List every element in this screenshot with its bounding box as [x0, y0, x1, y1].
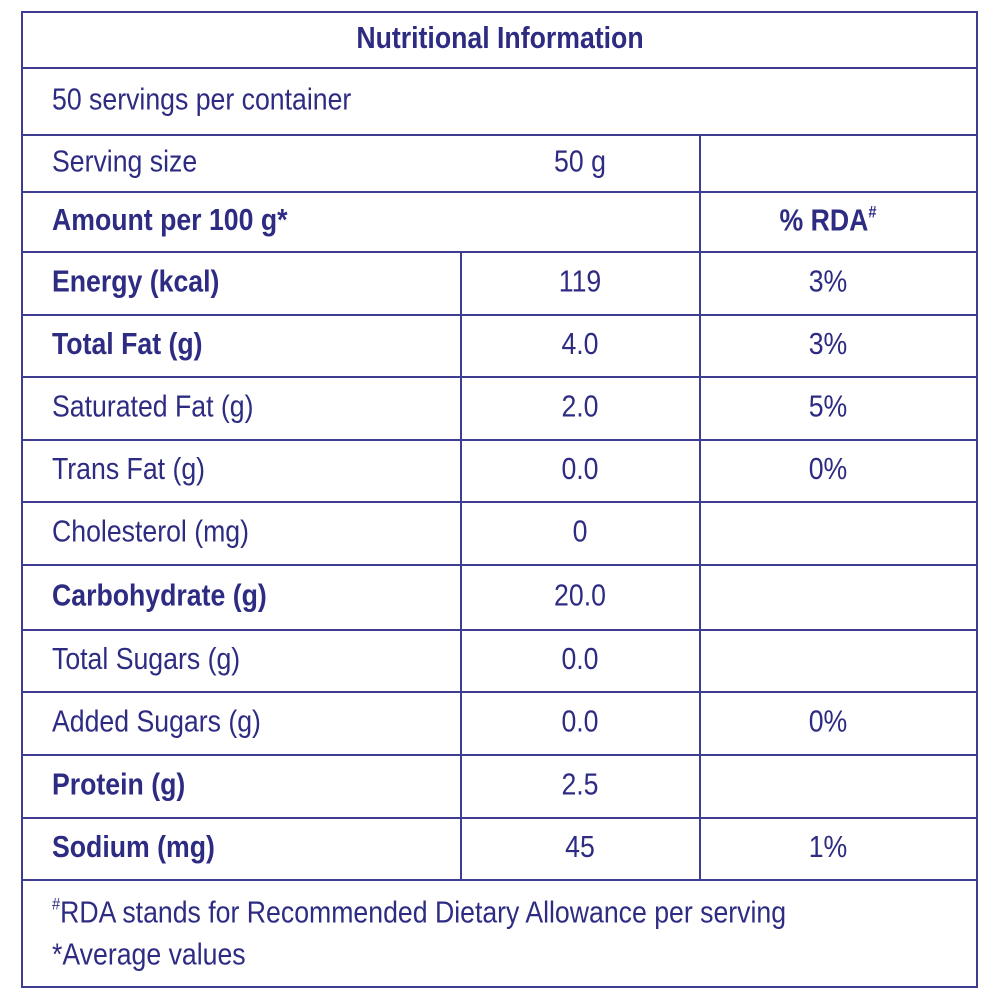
- nutrient-rda: 0%: [809, 452, 848, 486]
- nutrient-amount: 2.5: [561, 768, 598, 802]
- footnote: #RDA stands for Recommended Dietary Allo…: [52, 895, 786, 929]
- nutrient-amount: 45: [565, 830, 595, 864]
- nutrient-amount: 20.0: [554, 579, 606, 613]
- nutrient-rda: 3%: [809, 265, 848, 299]
- nutrient-name: Carbohydrate (g): [52, 579, 267, 613]
- nutrient-rda: 3%: [809, 327, 848, 361]
- footnote-sup: #: [52, 895, 60, 913]
- nutrient-amount: 119: [559, 265, 602, 299]
- rda-header-sup: #: [868, 203, 876, 221]
- amount-header: Amount per 100 g*: [52, 203, 288, 237]
- footnote: *Average values: [52, 937, 246, 971]
- footnote-text: *Average values: [52, 937, 246, 971]
- nutrient-name: Added Sugars (g): [52, 705, 261, 739]
- rda-header-text: % RDA: [780, 203, 869, 237]
- nutrient-name: Energy (kcal): [52, 265, 219, 299]
- nutrient-name: Cholesterol (mg): [52, 515, 249, 549]
- nutrient-name: Saturated Fat (g): [52, 390, 253, 424]
- nutrient-rda: 1%: [809, 830, 848, 864]
- nutrient-name: Total Fat (g): [52, 327, 203, 361]
- label-border: [21, 11, 978, 988]
- nutrient-rda: 5%: [809, 390, 848, 424]
- serving-size-value: 50 g: [554, 145, 606, 179]
- nutrient-name: Sodium (mg): [52, 830, 215, 864]
- title: Nutritional Information: [356, 21, 643, 55]
- footnote-text: RDA stands for Recommended Dietary Allow…: [60, 895, 786, 929]
- nutrient-rda: 0%: [809, 705, 848, 739]
- nutrient-amount: 2.0: [561, 390, 598, 424]
- nutrient-name: Trans Fat (g): [52, 452, 205, 486]
- serving-size-label: Serving size: [52, 145, 197, 179]
- nutrient-name: Total Sugars (g): [52, 642, 240, 676]
- nutrient-name: Protein (g): [52, 768, 185, 802]
- nutrient-amount: 0.0: [561, 452, 598, 486]
- nutrient-amount: 4.0: [561, 327, 598, 361]
- servings: 50 servings per container: [52, 83, 352, 117]
- nutrient-amount: 0.0: [561, 705, 598, 739]
- nutrient-amount: 0: [573, 515, 588, 549]
- nutrient-amount: 0.0: [561, 642, 598, 676]
- rda-header: % RDA#: [780, 203, 877, 237]
